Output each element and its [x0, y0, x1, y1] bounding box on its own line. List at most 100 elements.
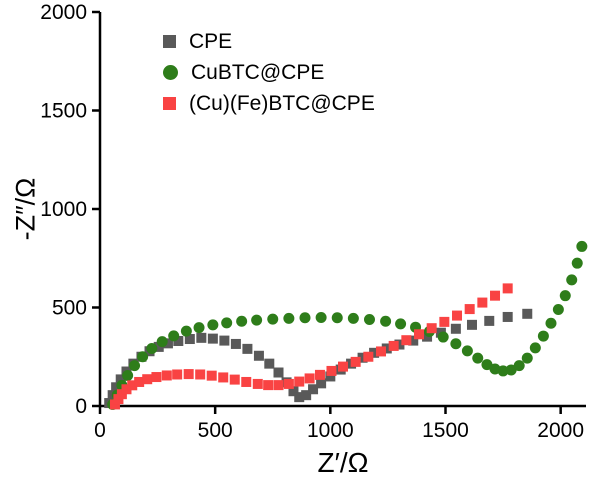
data-point — [273, 367, 284, 378]
y-tick-label: 2000 — [40, 1, 87, 24]
series-cubtc-cpe — [107, 240, 588, 410]
data-point — [156, 336, 168, 348]
legend-label-cpe: CPE — [189, 30, 233, 53]
data-point — [196, 332, 207, 343]
data-point — [376, 346, 387, 357]
data-point — [263, 380, 274, 391]
data-point — [242, 343, 253, 354]
data-point — [251, 314, 263, 326]
data-point — [472, 352, 484, 364]
data-point — [521, 352, 533, 364]
data-point — [115, 374, 126, 385]
data-point — [267, 313, 279, 325]
data-point — [183, 369, 194, 380]
data-point — [229, 374, 240, 385]
data-point — [369, 347, 380, 358]
data-point — [195, 369, 206, 380]
data-point — [497, 365, 509, 377]
data-point — [439, 316, 450, 327]
series-cpe — [104, 308, 533, 409]
data-point — [380, 315, 392, 327]
data-point — [168, 330, 180, 342]
data-point — [529, 342, 541, 354]
data-point — [299, 312, 311, 324]
data-point — [490, 290, 501, 301]
y-tick-label: 0 — [75, 395, 87, 418]
legend-item-cubtc: CuBTC@CPE — [163, 61, 375, 84]
data-point — [576, 240, 588, 252]
data-point — [502, 311, 513, 322]
data-point — [502, 283, 513, 294]
data-point — [314, 369, 325, 380]
data-point — [537, 330, 549, 342]
data-point — [207, 319, 219, 331]
data-point — [142, 374, 153, 385]
data-point — [388, 340, 399, 351]
y-axis-title: -Z″/Ω — [10, 177, 41, 241]
data-point — [151, 372, 162, 383]
data-point — [338, 361, 348, 372]
data-point — [252, 378, 263, 389]
data-point — [394, 339, 405, 350]
data-point — [162, 338, 173, 349]
data-point — [437, 331, 449, 343]
x-tick-label: 1500 — [422, 419, 469, 442]
data-point — [180, 325, 192, 337]
data-point — [206, 370, 217, 381]
data-point — [111, 382, 122, 393]
data-point — [184, 334, 195, 345]
data-point — [505, 364, 517, 376]
data-point — [461, 345, 473, 357]
data-point — [331, 312, 343, 324]
data-point — [559, 290, 571, 302]
data-point — [552, 303, 564, 315]
data-point — [466, 319, 477, 330]
x-tick-label: 500 — [198, 419, 233, 442]
data-point — [294, 392, 305, 403]
data-point — [161, 370, 172, 381]
data-point — [172, 369, 183, 380]
data-point — [219, 335, 230, 346]
data-point — [122, 369, 134, 381]
data-point — [571, 257, 583, 269]
data-point — [414, 329, 425, 340]
y-tick-label: 1500 — [40, 100, 87, 123]
data-point — [381, 343, 392, 354]
data-point — [363, 314, 375, 326]
data-point — [109, 399, 120, 410]
legend-marker-square-red-icon — [163, 97, 176, 111]
data-point — [253, 350, 264, 361]
legend-item-cpe: CPE — [163, 30, 375, 53]
data-point — [477, 297, 488, 308]
data-point — [283, 312, 295, 324]
data-point — [315, 312, 327, 324]
data-point — [127, 380, 138, 391]
data-point — [241, 376, 252, 387]
data-point — [363, 351, 374, 362]
data-point — [221, 317, 233, 329]
data-point — [325, 371, 336, 382]
legend-item-cufebtc: (Cu)(Fe)BTC@CPE — [163, 92, 375, 115]
data-point — [193, 322, 205, 334]
legend-label-cubtc: CuBTC@CPE — [191, 61, 325, 85]
x-tick-label: 0 — [94, 419, 106, 442]
data-point — [513, 360, 525, 372]
data-point — [236, 315, 248, 327]
data-point — [350, 356, 361, 367]
legend-marker-circle-green-icon — [163, 65, 178, 81]
data-point — [146, 342, 158, 354]
data-point — [545, 317, 557, 329]
data-point — [294, 376, 305, 387]
legend: CPE CuBTC@CPE (Cu)(Fe)BTC@CPE — [163, 30, 375, 115]
data-point — [283, 378, 294, 389]
data-point — [153, 341, 164, 352]
data-point — [230, 338, 241, 349]
data-point — [566, 274, 578, 286]
data-point — [357, 352, 368, 363]
x-axis-title: Z′/Ω — [317, 447, 369, 478]
data-point — [395, 318, 407, 330]
data-point — [134, 376, 145, 387]
data-point — [129, 360, 141, 372]
